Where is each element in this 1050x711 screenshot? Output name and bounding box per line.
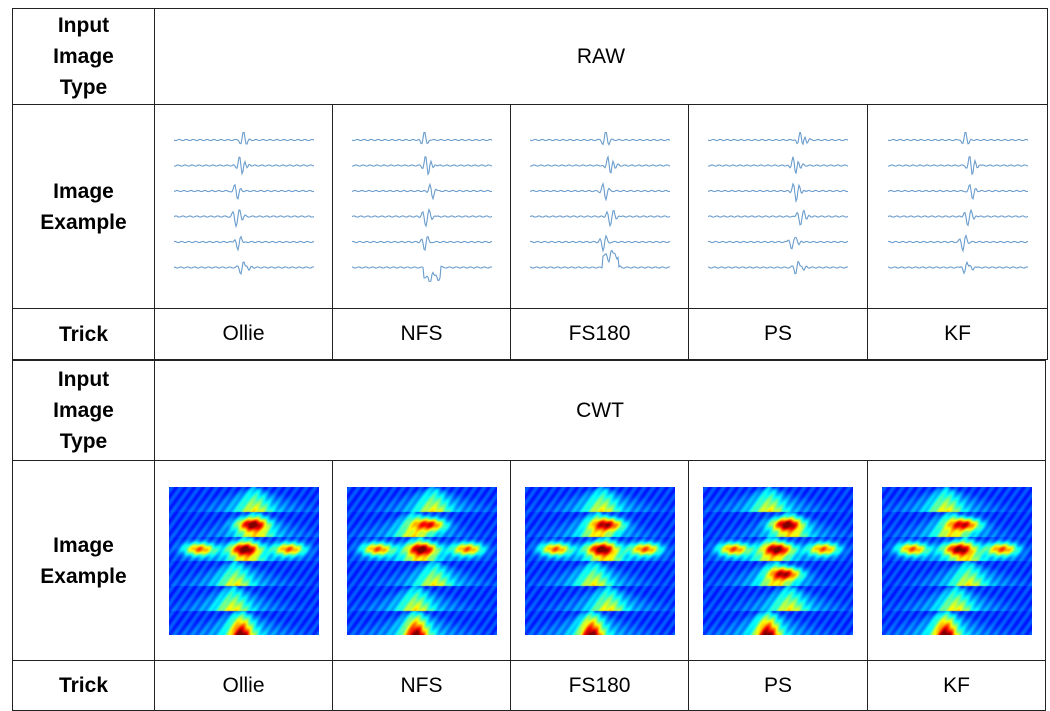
signal-trace <box>173 131 314 145</box>
signal-trace <box>887 155 1028 176</box>
signal-trace <box>708 208 848 226</box>
signal-trace <box>529 249 670 269</box>
cwt-image-ollie <box>154 460 333 661</box>
trick-nfs: NFS <box>332 308 511 360</box>
raw-image-nfs <box>332 104 511 309</box>
image-example-label: Image Example <box>12 104 155 309</box>
raw-image-fs180 <box>510 104 689 309</box>
trick-fs180: FS180 <box>510 660 689 711</box>
trick-ps: PS <box>688 660 868 711</box>
raw-image-kf <box>867 104 1048 309</box>
signal-trace <box>173 208 314 228</box>
signal-trace <box>887 233 1028 253</box>
signal-trace <box>351 265 492 282</box>
raw-section-table: Input Image Type RAW Image Example Trick… <box>12 8 1048 360</box>
signal-trace <box>173 183 314 200</box>
signal-trace <box>351 131 492 144</box>
trick-kf: KF <box>867 660 1046 711</box>
signal-trace <box>529 154 670 174</box>
signal-trace <box>708 259 848 274</box>
trick-label: Trick <box>12 660 155 711</box>
trick-ps: PS <box>688 308 868 360</box>
signal-trace <box>351 207 492 228</box>
cwt-image-fs180 <box>510 460 689 661</box>
input-image-type-value: RAW <box>154 8 1048 105</box>
input-image-type-label: Input Image Type <box>12 8 155 105</box>
signal-trace <box>173 234 314 252</box>
signal-trace <box>708 236 848 250</box>
cwt-section-table: Input Image Type CWT Image Example Trick… <box>12 360 1046 711</box>
signal-trace <box>887 183 1028 200</box>
trick-fs180: FS180 <box>510 308 689 360</box>
signal-trace <box>173 156 314 176</box>
input-image-type-value: CWT <box>154 360 1046 461</box>
signal-trace <box>529 233 670 253</box>
signal-trace <box>708 156 848 174</box>
trick-label: Trick <box>12 308 155 360</box>
raw-image-ps <box>688 104 868 309</box>
trick-kf: KF <box>867 308 1048 360</box>
signal-trace <box>887 208 1028 227</box>
signal-trace <box>529 209 670 227</box>
signal-trace <box>351 155 492 176</box>
image-example-label: Image Example <box>12 460 155 661</box>
signal-trace <box>529 181 670 202</box>
signal-trace <box>887 260 1028 275</box>
signal-trace <box>708 131 848 146</box>
trick-ollie: Ollie <box>154 660 333 711</box>
signal-trace <box>173 260 314 275</box>
cwt-image-nfs <box>332 460 511 661</box>
raw-image-ollie <box>154 104 333 309</box>
cwt-image-ps <box>688 460 868 661</box>
signal-trace <box>529 131 670 146</box>
input-image-type-label: Input Image Type <box>12 360 155 461</box>
signal-trace <box>351 235 492 251</box>
signal-trace <box>708 181 848 203</box>
signal-trace <box>887 131 1028 145</box>
cwt-image-kf <box>867 460 1046 661</box>
trick-nfs: NFS <box>332 660 511 711</box>
signal-trace <box>351 182 492 201</box>
trick-ollie: Ollie <box>154 308 333 360</box>
